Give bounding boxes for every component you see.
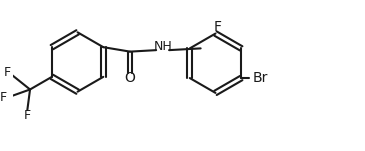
Text: NH: NH bbox=[154, 40, 173, 53]
Text: Br: Br bbox=[253, 71, 268, 85]
Text: F: F bbox=[3, 66, 10, 79]
Text: O: O bbox=[124, 71, 135, 85]
Text: F: F bbox=[0, 91, 7, 104]
Text: F: F bbox=[24, 109, 31, 122]
Text: F: F bbox=[214, 19, 222, 34]
